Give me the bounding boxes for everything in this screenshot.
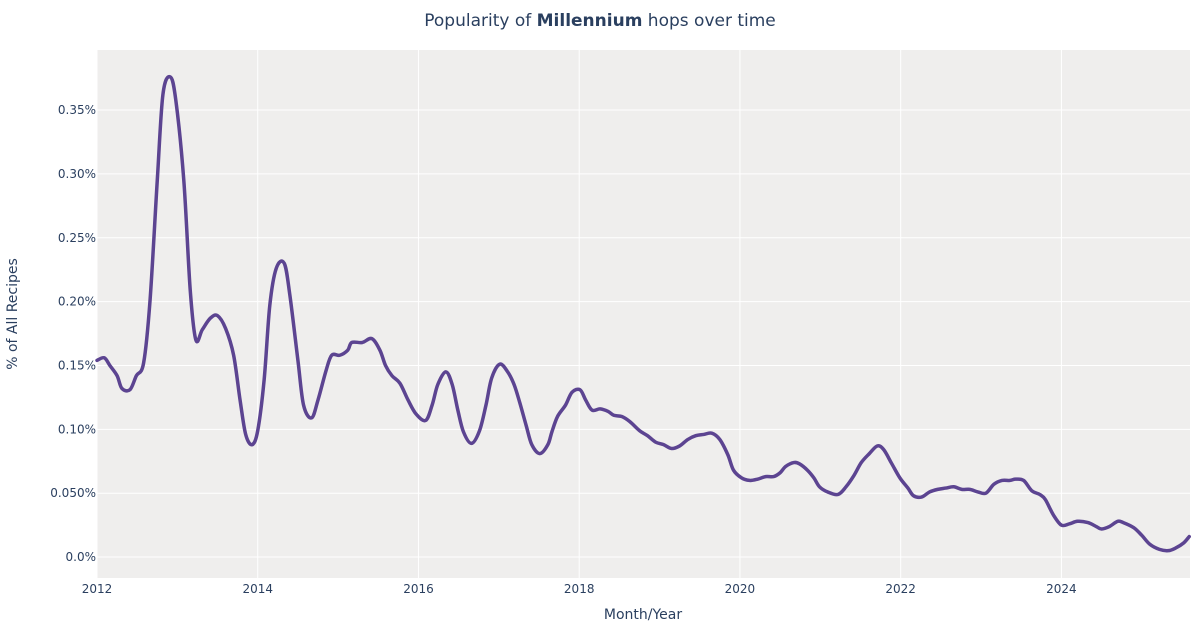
series-line [95, 74, 1191, 553]
x-tick-label: 2016 [403, 582, 434, 596]
y-tick-label: 0.15% [58, 358, 96, 372]
x-axis-label: Month/Year [604, 607, 682, 623]
x-tick-label: 2012 [82, 582, 113, 596]
plot-area [97, 50, 1190, 578]
y-tick-label: 0.050% [50, 486, 96, 500]
x-tick-label: 2024 [1046, 582, 1077, 596]
y-tick-label: 0.30% [58, 167, 96, 181]
x-tick-label: 2020 [725, 582, 756, 596]
x-tick-label: 2022 [885, 582, 916, 596]
y-tick-label: 0.20% [58, 295, 96, 309]
y-axis-label: % of All Recipes [5, 258, 21, 370]
y-tick-label: 0.0% [66, 550, 97, 564]
chart-title: Popularity of Millennium hops over time [424, 11, 776, 31]
y-tick-label: 0.25% [58, 231, 96, 245]
x-tick-label: 2018 [564, 582, 595, 596]
y-tick-label: 0.10% [58, 422, 96, 436]
y-tick-label: 0.35% [58, 103, 96, 117]
x-tick-label: 2014 [242, 582, 273, 596]
